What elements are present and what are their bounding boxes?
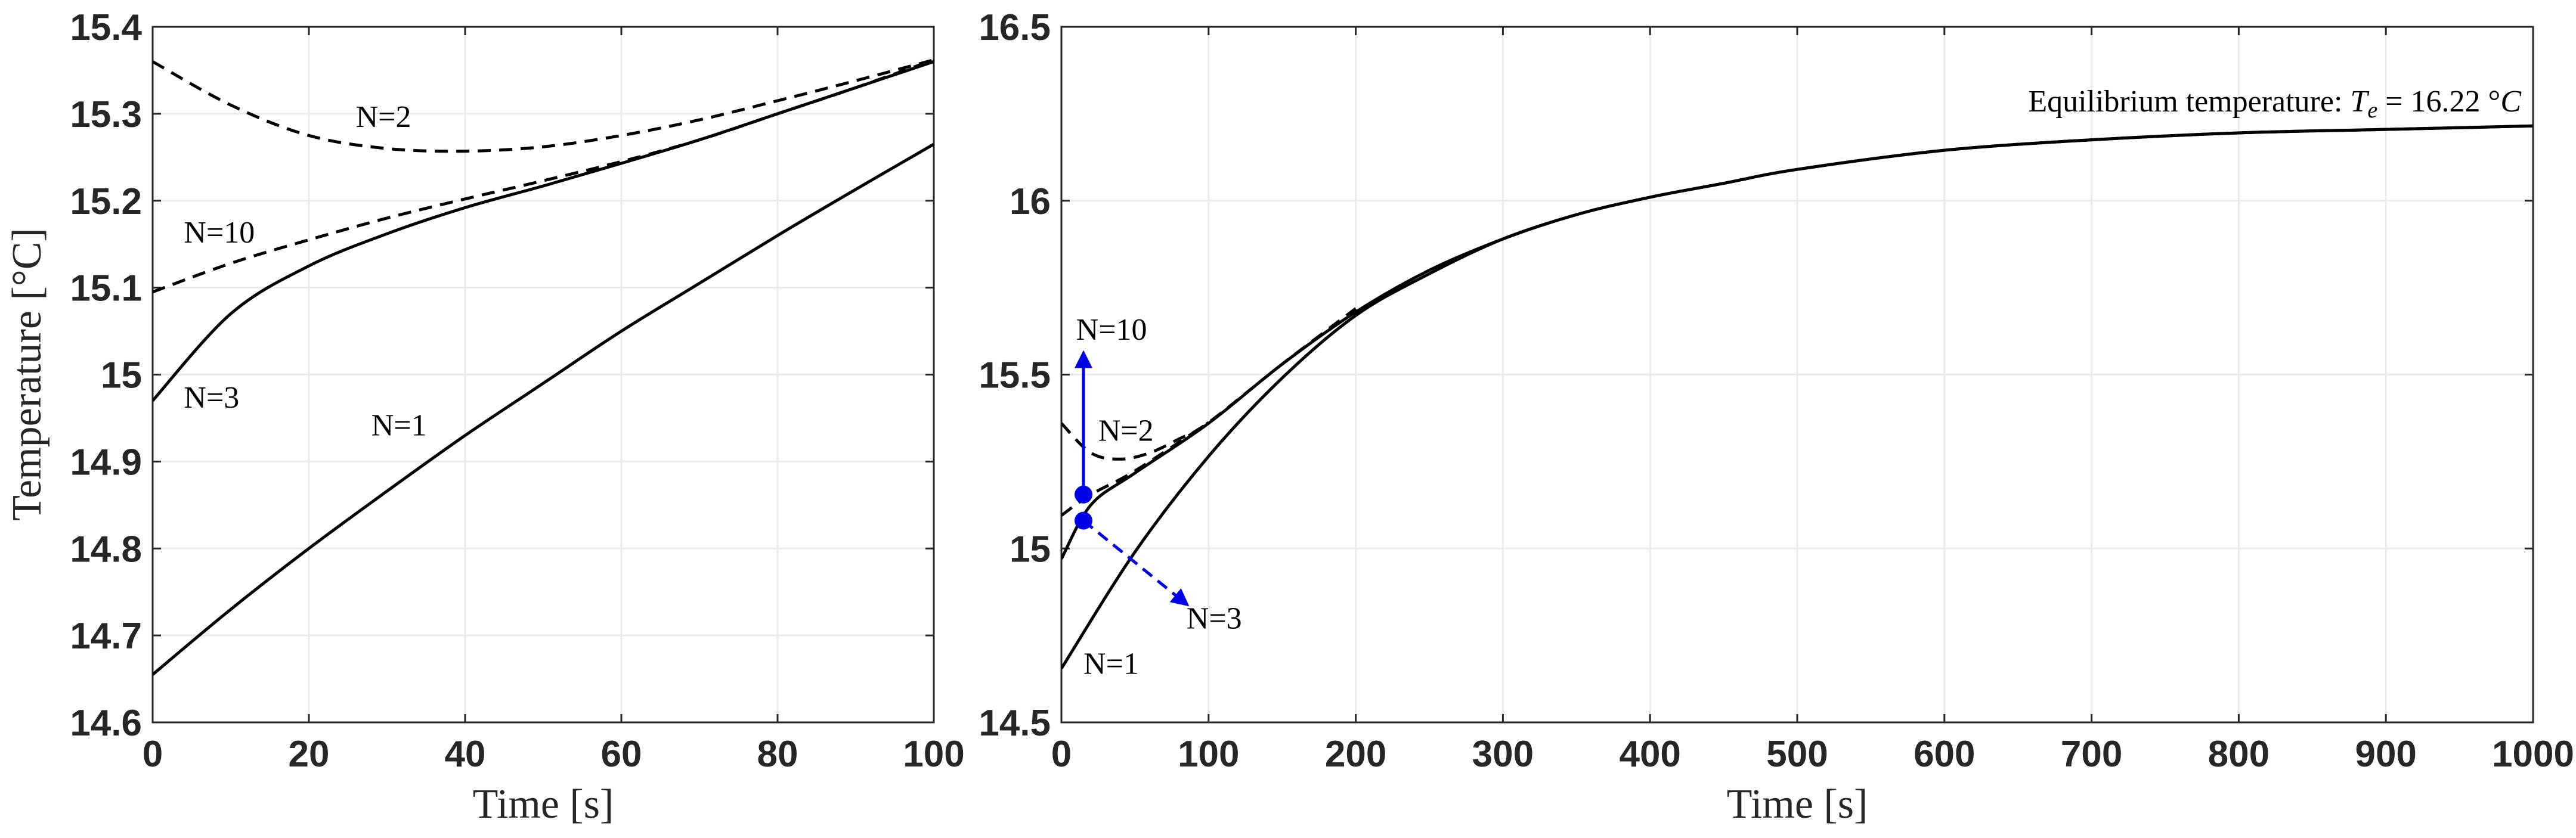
y-tick-label: 14.7 xyxy=(70,616,142,657)
series-line-n1 xyxy=(153,142,934,676)
series-annotation: N=2 xyxy=(1098,414,1154,448)
marker-point-n10 xyxy=(1075,485,1093,504)
y-tick-label: 16 xyxy=(1010,181,1051,222)
x-tick-label: 60 xyxy=(601,734,642,775)
x-tick-label: 500 xyxy=(1766,734,1828,775)
y-tick-label: 14.6 xyxy=(70,703,142,744)
series-group xyxy=(153,58,934,676)
x-tick-label: 400 xyxy=(1619,734,1680,775)
x-axis-label: Time [s] xyxy=(1727,781,1868,827)
y-tick-label: 15 xyxy=(101,355,142,396)
x-tick-label: 300 xyxy=(1472,734,1534,775)
y-tick-label: 15.4 xyxy=(70,7,142,48)
y-tick-label: 14.5 xyxy=(979,703,1051,744)
series-annotation: N=10 xyxy=(184,216,255,250)
y-tick-label: 15.5 xyxy=(979,355,1051,396)
y-tick-label: 15.2 xyxy=(70,181,142,222)
y-tick-label: 16.5 xyxy=(979,7,1051,48)
x-tick-label: 200 xyxy=(1325,734,1386,775)
y-tick-label: 15 xyxy=(1010,529,1051,570)
right-plot: 0 100 200 300 400 500 600 700 800 900 1000 14.5 15 15… xyxy=(979,7,2574,827)
x-tick-label: 40 xyxy=(445,734,486,775)
x-tick-label: 100 xyxy=(903,734,964,775)
x-tick-label: 0 xyxy=(143,734,163,775)
x-tick-label: 80 xyxy=(757,734,798,775)
x-tick-label: 900 xyxy=(2355,734,2416,775)
y-tick-label: 14.9 xyxy=(70,442,142,483)
equilibrium-label: Equilibrium temperature: Te = 16.22 °C xyxy=(2028,85,2522,123)
series-annotation: N=2 xyxy=(356,100,411,134)
series-annotation: N=10 xyxy=(1076,313,1147,347)
left-plot: 0 20 40 60 80 100 14.6 14.7 14.8 14.9 15 15.1 15.2 15… xyxy=(4,7,965,827)
series-annotation: N=3 xyxy=(184,381,239,415)
series-line-n10 xyxy=(153,58,934,294)
series-line-n10 xyxy=(1061,421,1210,517)
x-tick-label: 20 xyxy=(289,734,330,775)
y-tick-label: 15.3 xyxy=(70,94,142,135)
x-tick-label: 0 xyxy=(1051,734,1072,775)
equilibrium-annotation: Equilibrium temperature: Te = 16.22 °C xyxy=(2028,85,2522,123)
x-tick-label: 100 xyxy=(1178,734,1239,775)
x-tick-label: 800 xyxy=(2208,734,2270,775)
series-annotation: N=3 xyxy=(1187,601,1242,635)
series-annotation: N=1 xyxy=(1083,647,1139,681)
series-line-n2 xyxy=(153,58,934,153)
x-tick-label: 700 xyxy=(2061,734,2122,775)
y-tick-label: 14.8 xyxy=(70,529,142,570)
series-annotation: N=1 xyxy=(371,409,427,443)
x-tick-label: 600 xyxy=(1914,734,1975,775)
y-axis-label: Temperature [°C] xyxy=(4,228,50,520)
series-group xyxy=(1061,124,2533,669)
marker-point-n3 xyxy=(1075,511,1093,530)
x-tick-label: 1000 xyxy=(2492,734,2574,775)
x-axis-label: Time [s] xyxy=(473,781,614,827)
marker-arrow-n3 xyxy=(1082,519,1190,607)
y-tick-label: 15.1 xyxy=(70,268,142,309)
